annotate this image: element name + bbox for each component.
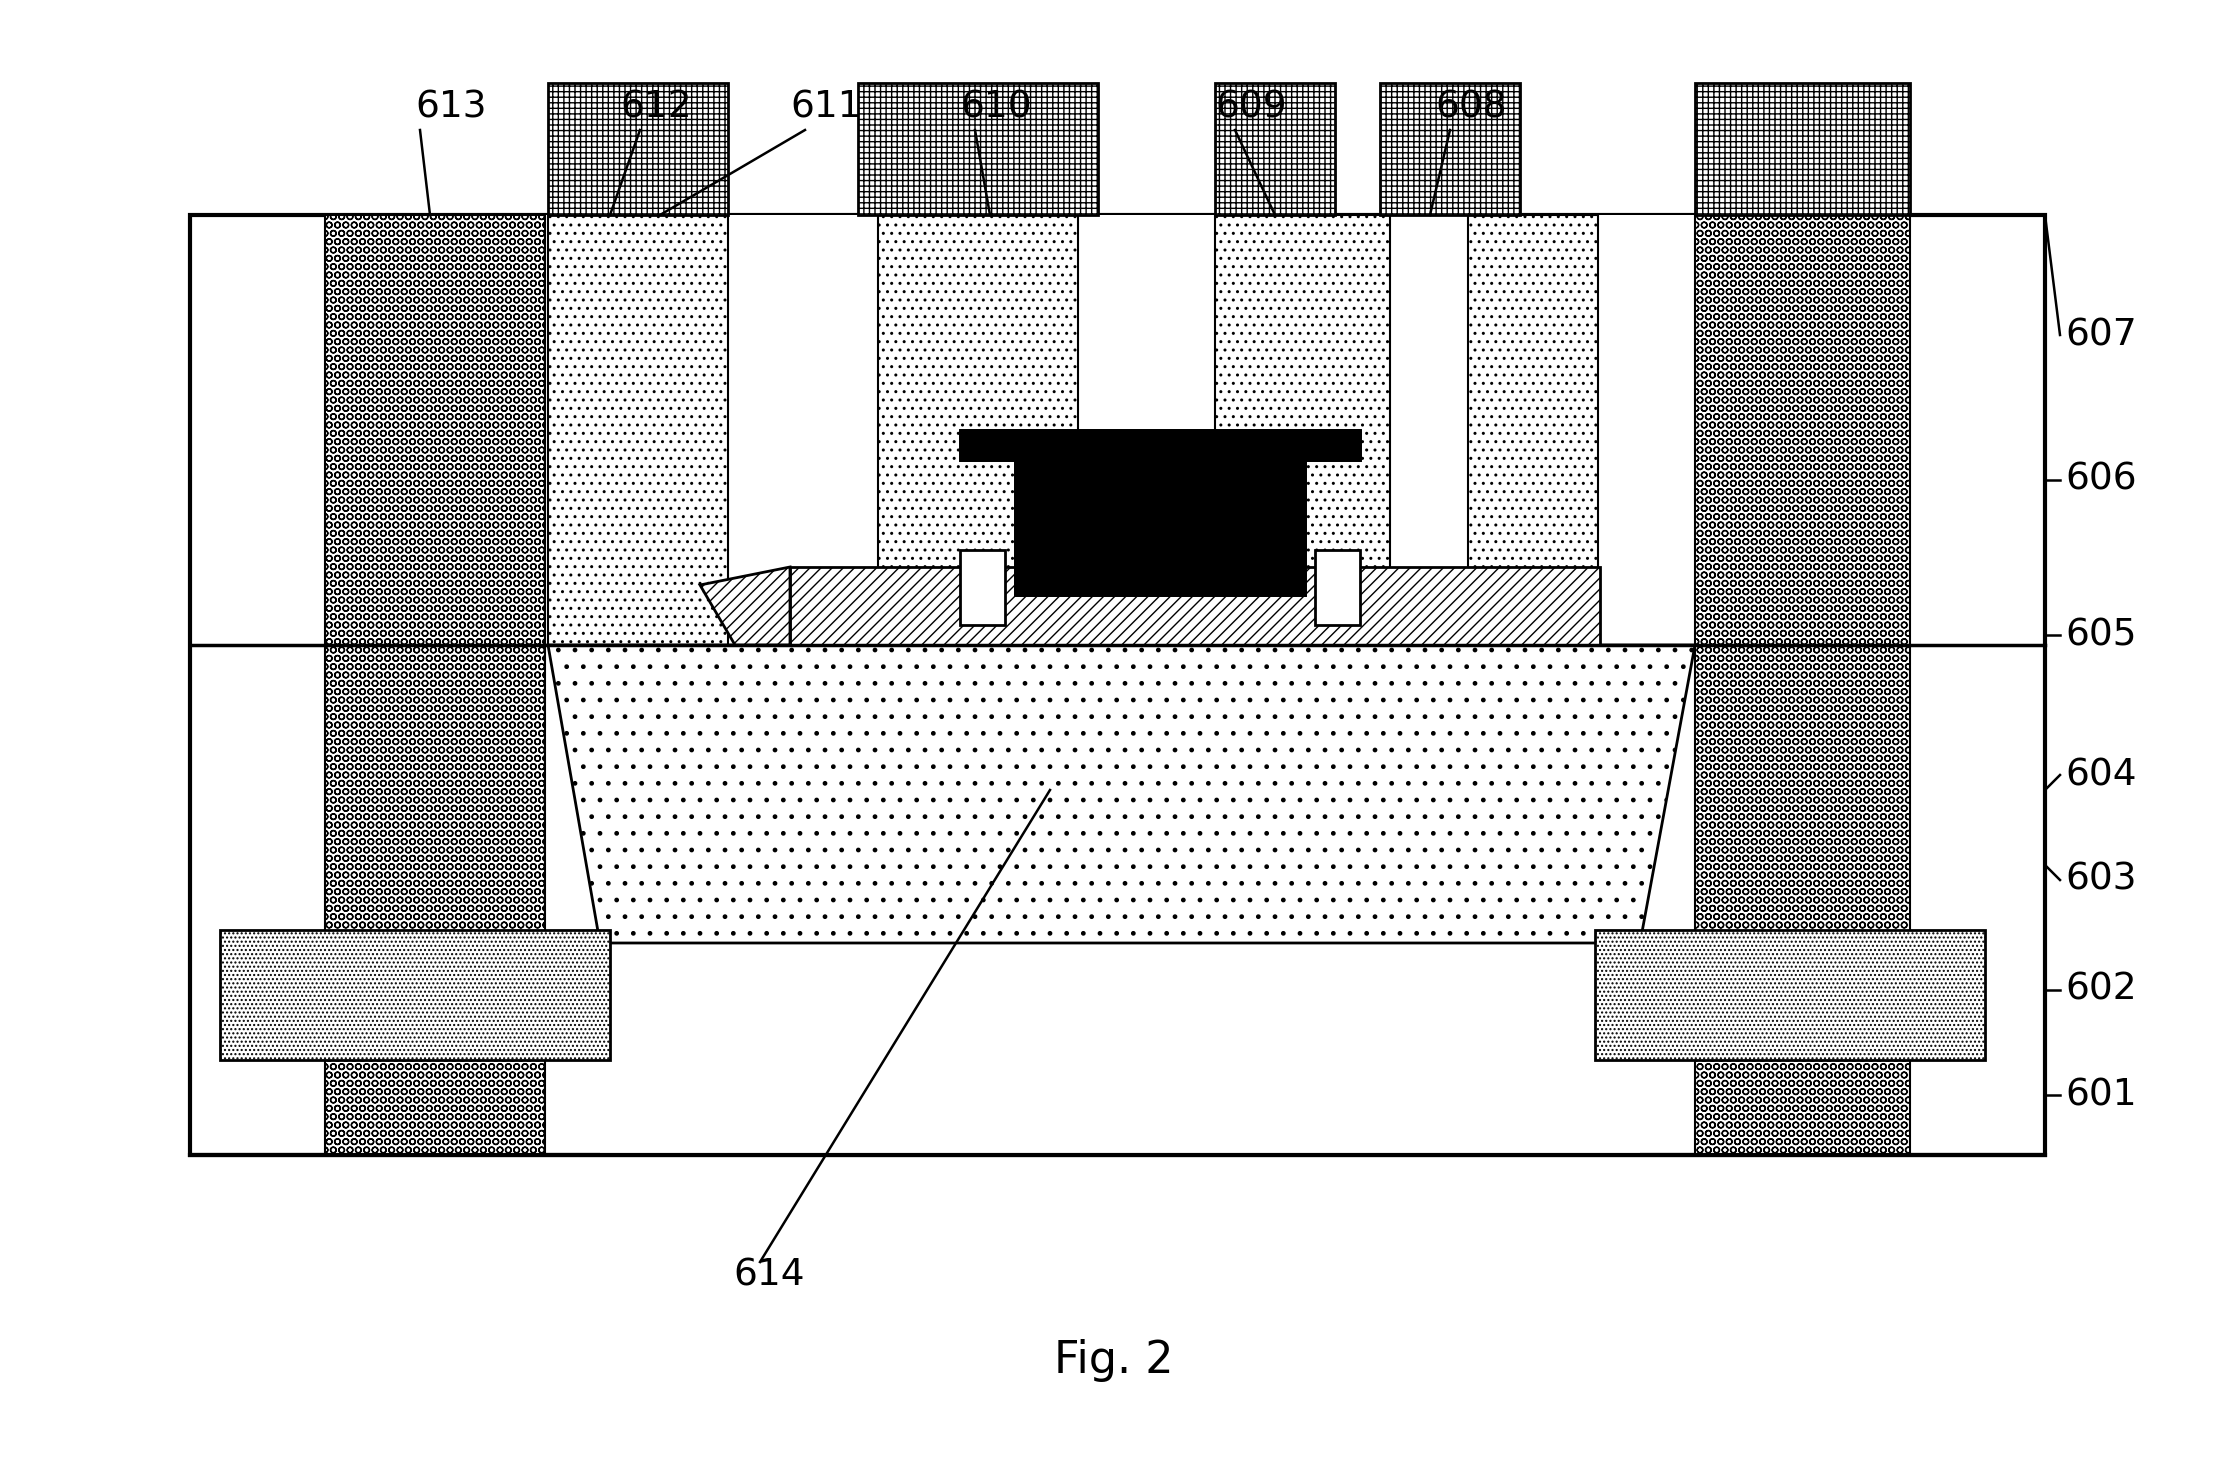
Bar	[1214, 84, 1335, 214]
Text: 613: 613	[414, 90, 486, 126]
Bar	[960, 430, 1359, 459]
Text: 608: 608	[1435, 90, 1506, 126]
Bar	[878, 214, 1078, 644]
Polygon shape	[548, 644, 1696, 942]
Text: 604: 604	[2065, 757, 2137, 793]
Bar	[1016, 459, 1306, 595]
Text: 601: 601	[2065, 1078, 2137, 1113]
Polygon shape	[700, 567, 791, 644]
Bar	[1315, 550, 1359, 625]
Text: 609: 609	[1214, 90, 1286, 126]
Text: 602: 602	[2065, 972, 2137, 1009]
Text: 607: 607	[2065, 317, 2137, 352]
Bar	[548, 84, 729, 214]
Text: 610: 610	[960, 90, 1032, 126]
Bar	[1016, 459, 1306, 595]
Bar	[1595, 931, 1985, 1060]
Bar	[1696, 84, 1909, 214]
Text: 612: 612	[619, 90, 691, 126]
Bar	[1379, 84, 1519, 214]
Text: Fig. 2: Fig. 2	[1054, 1339, 1174, 1381]
Text: 606: 606	[2065, 462, 2137, 498]
Text: 605: 605	[2065, 617, 2137, 653]
Bar	[546, 214, 1696, 644]
Bar	[858, 84, 1098, 214]
Text: 614: 614	[733, 1257, 804, 1293]
Bar	[548, 214, 729, 644]
Text: 603: 603	[2065, 862, 2137, 898]
Bar	[221, 931, 610, 1060]
Text: 611: 611	[791, 90, 862, 126]
Bar	[189, 214, 2045, 1155]
Bar	[960, 430, 1359, 459]
Bar	[960, 550, 1005, 625]
Bar	[1696, 214, 1909, 1155]
Bar	[1214, 214, 1390, 644]
Bar	[599, 942, 1640, 1155]
Bar	[791, 567, 1600, 644]
Bar	[1468, 214, 1597, 644]
Bar	[325, 214, 546, 1155]
